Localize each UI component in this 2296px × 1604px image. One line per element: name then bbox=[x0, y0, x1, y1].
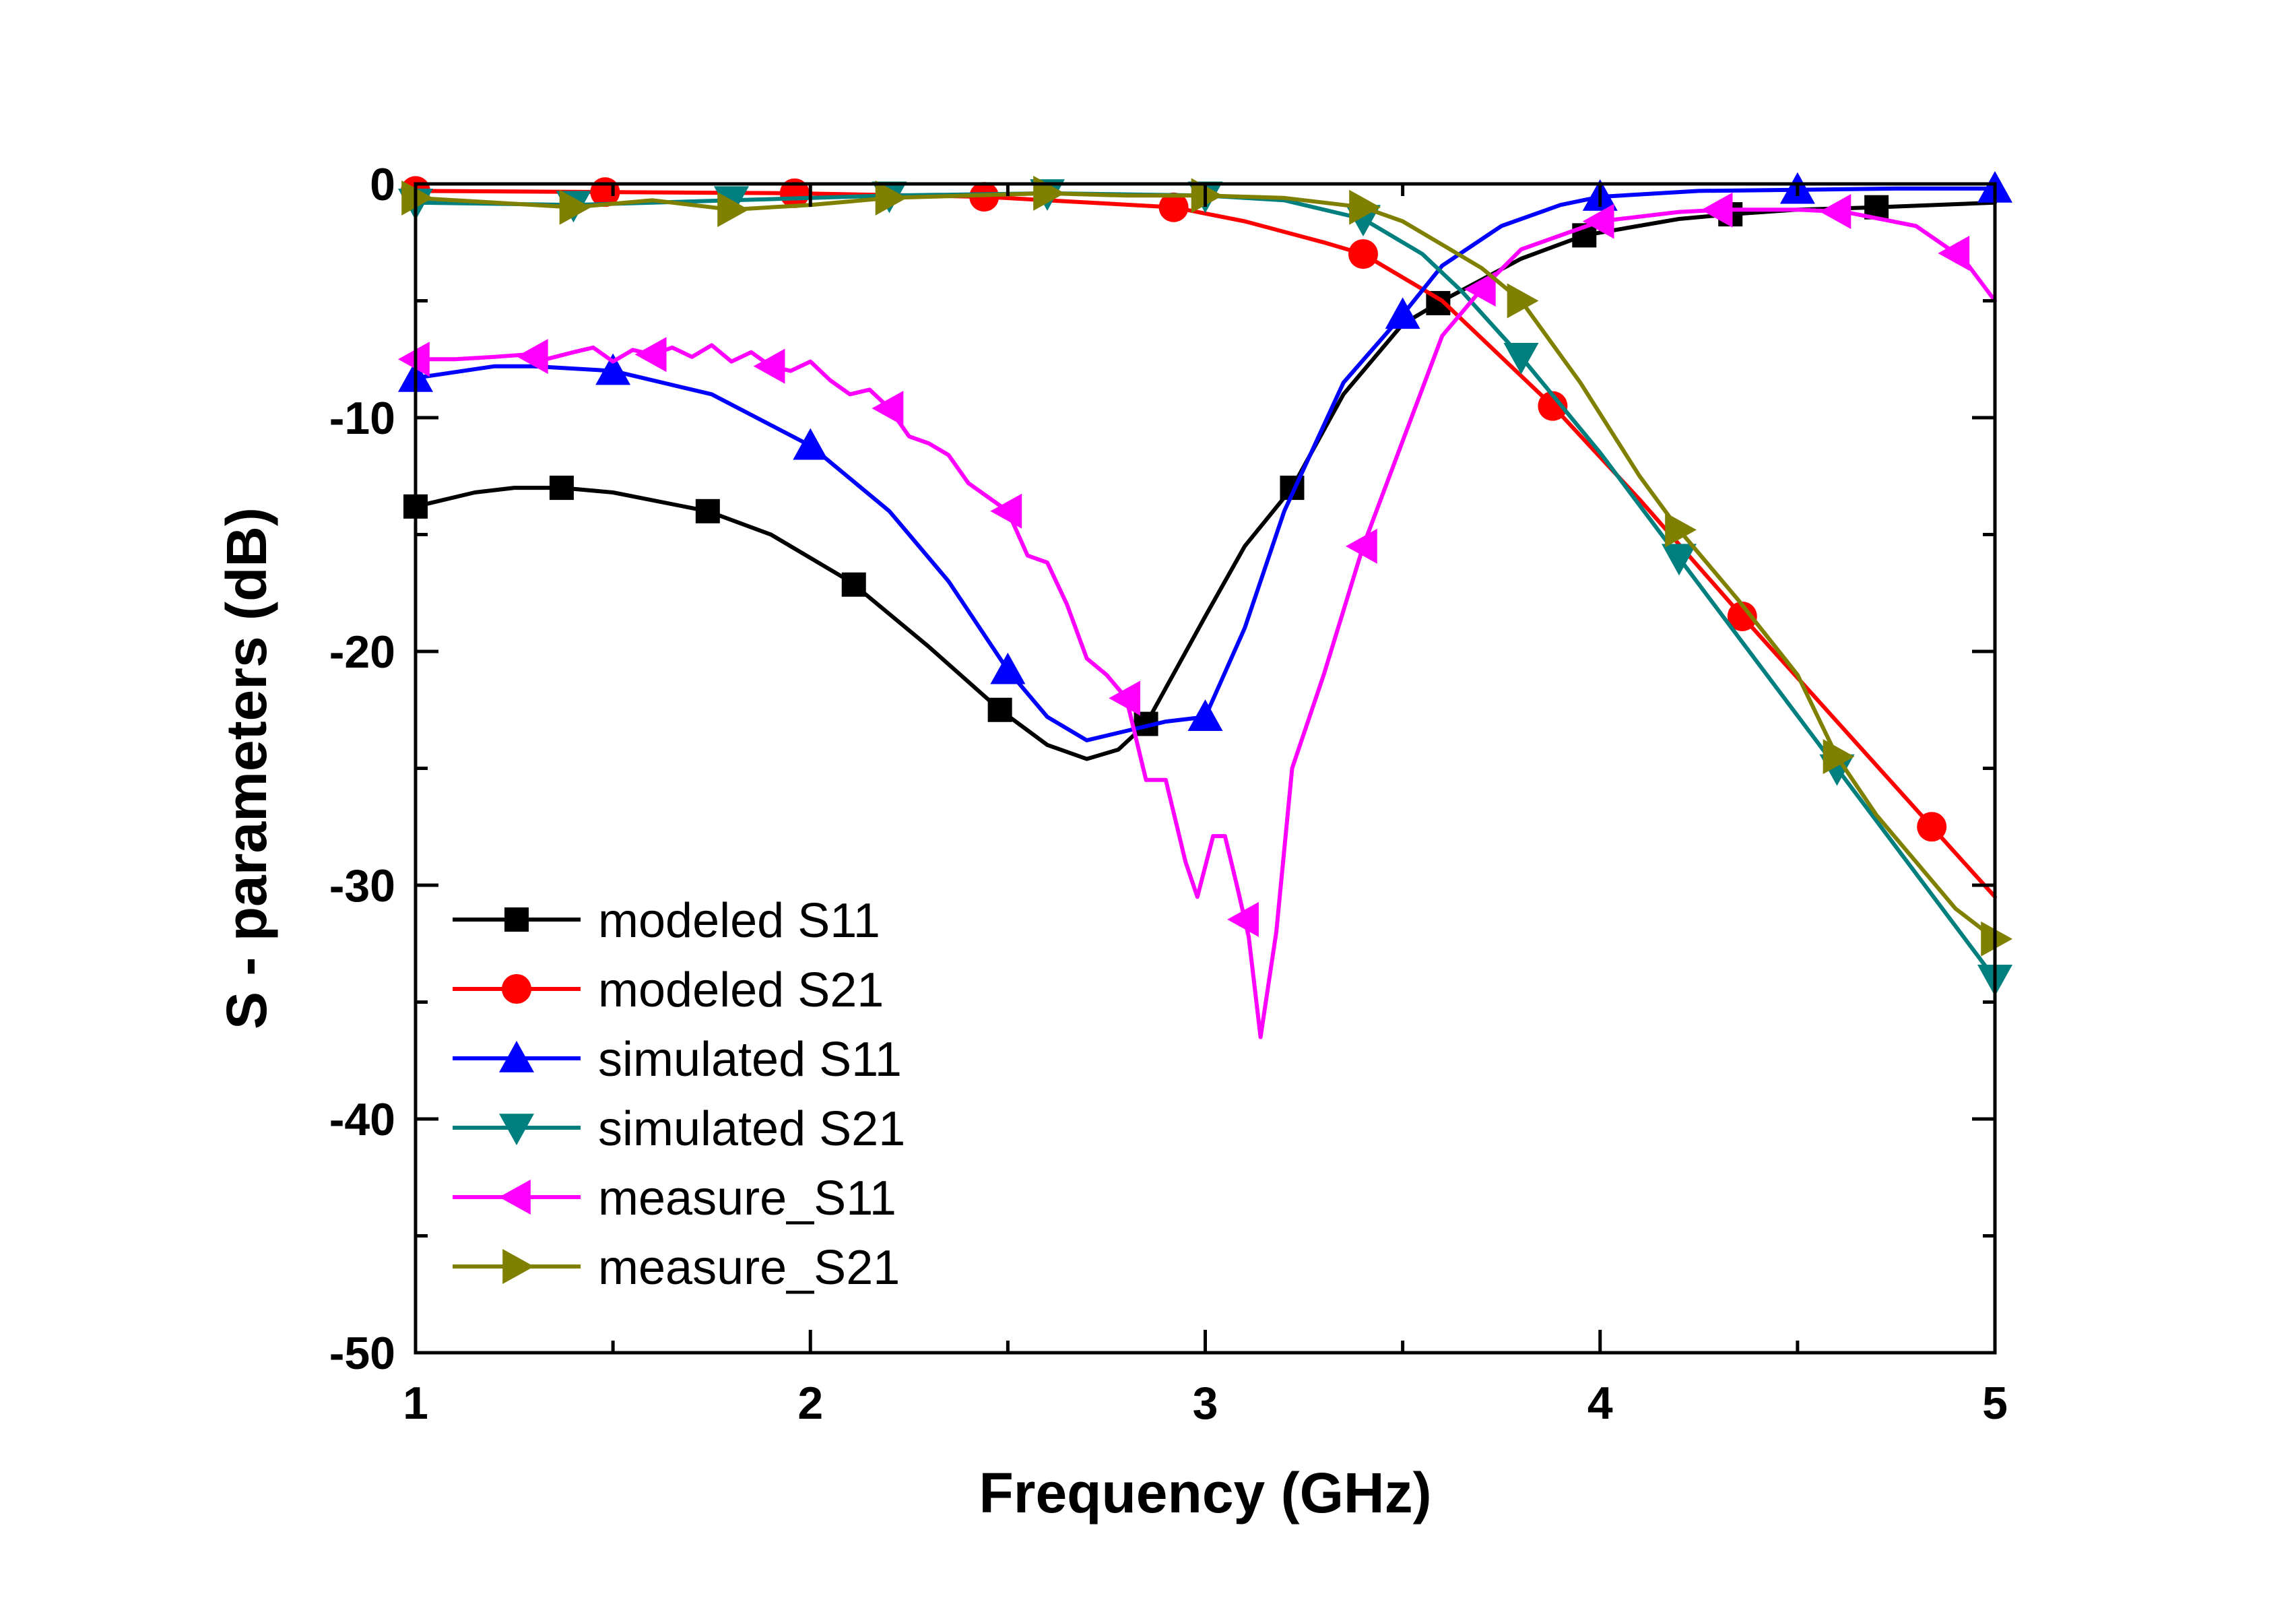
y-tick-label: -50 bbox=[329, 1328, 395, 1379]
data-point bbox=[1701, 192, 1733, 228]
y-axis-title: S - parameters (dB) bbox=[215, 507, 278, 1029]
legend-swatch-marker bbox=[502, 1249, 534, 1284]
legend-label: modeled S21 bbox=[598, 963, 884, 1017]
data-point bbox=[1503, 342, 1539, 375]
data-point bbox=[1819, 194, 1851, 230]
data-point bbox=[1823, 739, 1855, 775]
legend-label: measure_S11 bbox=[598, 1172, 896, 1225]
data-point bbox=[1349, 189, 1381, 225]
y-tick-label: 0 bbox=[370, 159, 395, 210]
axes: 1 2 3 4 5 0 -10 -20 -30 -40 -50 bbox=[329, 159, 2008, 1429]
legend-item: simulated S21 bbox=[453, 1102, 905, 1156]
y-tick-label: -40 bbox=[329, 1094, 395, 1145]
y-tick-label: -30 bbox=[329, 860, 395, 911]
data-point bbox=[398, 342, 430, 377]
legend-label: measure_S21 bbox=[598, 1241, 900, 1295]
x-tick-label: 3 bbox=[1193, 1378, 1218, 1429]
x-tick-label: 2 bbox=[797, 1378, 823, 1429]
data-point bbox=[872, 391, 904, 426]
data-point bbox=[1538, 391, 1568, 421]
data-point bbox=[1582, 203, 1614, 239]
legend-swatch-marker bbox=[499, 1180, 531, 1215]
y-tick-label: -10 bbox=[329, 393, 395, 444]
x-tick-label: 4 bbox=[1587, 1378, 1613, 1429]
series-line bbox=[414, 191, 1997, 981]
data-point bbox=[401, 180, 433, 216]
data-point bbox=[595, 353, 631, 385]
data-point bbox=[793, 428, 828, 460]
data-point bbox=[1227, 901, 1259, 937]
series-modeled-s11 bbox=[403, 195, 1997, 761]
series-modeled-s21 bbox=[401, 176, 1997, 899]
data-point bbox=[1727, 601, 1757, 631]
legend-swatch-marker bbox=[504, 907, 529, 932]
data-point bbox=[1981, 921, 2012, 957]
data-point bbox=[753, 348, 785, 384]
series-line bbox=[414, 189, 1997, 899]
legend-item: modeled S21 bbox=[453, 963, 884, 1017]
data-point bbox=[990, 652, 1026, 684]
legend-label: modeled S11 bbox=[598, 894, 880, 948]
legend-swatch-marker bbox=[499, 1041, 534, 1072]
data-point bbox=[1346, 528, 1377, 564]
legend-swatch-marker bbox=[502, 974, 531, 1004]
series-measure-s11 bbox=[398, 192, 1997, 1039]
legend-item: modeled S11 bbox=[453, 894, 880, 948]
legend-item: simulated S11 bbox=[453, 1033, 902, 1087]
series-line bbox=[414, 191, 1997, 941]
legend-label: simulated S21 bbox=[598, 1102, 905, 1156]
data-point bbox=[1665, 512, 1697, 548]
data-point bbox=[1187, 699, 1223, 731]
data-point bbox=[717, 192, 749, 228]
data-point bbox=[634, 337, 667, 373]
data-point bbox=[1158, 192, 1189, 222]
data-point bbox=[1191, 178, 1223, 214]
data-point bbox=[1662, 544, 1697, 576]
data-point bbox=[1917, 812, 1947, 842]
data-point bbox=[1938, 235, 1970, 271]
data-point bbox=[841, 572, 866, 597]
x-axis-title: Frequency (GHz) bbox=[979, 1461, 1431, 1525]
data-point bbox=[1464, 271, 1496, 307]
series-simulated-s11 bbox=[398, 170, 2012, 742]
legend-label: simulated S11 bbox=[598, 1033, 902, 1087]
series-line bbox=[414, 200, 1997, 761]
data-point bbox=[987, 697, 1012, 722]
data-point bbox=[695, 499, 720, 523]
data-point bbox=[990, 493, 1022, 529]
data-point bbox=[1507, 283, 1539, 319]
data-point bbox=[1385, 297, 1420, 329]
x-tick-label: 1 bbox=[403, 1378, 428, 1429]
x-tick-label: 5 bbox=[1982, 1378, 2008, 1429]
series-line bbox=[414, 186, 1997, 742]
data-point bbox=[875, 180, 907, 216]
legend-item: measure_S21 bbox=[453, 1241, 900, 1295]
legend: modeled S11 modeled S21 simulated S11 simul… bbox=[453, 894, 905, 1295]
data-point bbox=[1348, 239, 1378, 269]
chart-marks bbox=[398, 170, 2012, 1039]
data-point bbox=[559, 189, 591, 225]
data-point bbox=[516, 339, 548, 375]
data-point bbox=[549, 476, 574, 501]
data-point bbox=[1109, 680, 1141, 716]
data-point bbox=[779, 178, 810, 208]
series-measure-s21 bbox=[401, 175, 2012, 957]
legend-item: measure_S11 bbox=[453, 1172, 896, 1225]
y-tick-label: -20 bbox=[329, 627, 395, 678]
legend-swatch-marker bbox=[499, 1114, 534, 1145]
